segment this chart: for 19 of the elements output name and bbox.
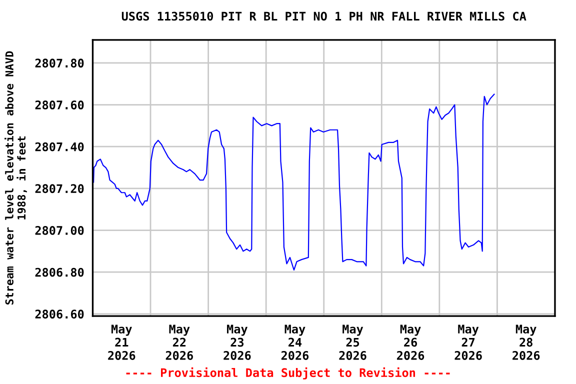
x-tick-label: May 21 2026 [108,324,136,360]
y-tick-label: 2807.00 [35,226,84,235]
y-tick-label: 2807.20 [35,184,84,194]
text: ---- Provisional Data Subject to Revision ---- [126,367,450,380]
chart-title: USGS 11355010 PIT R BL PIT NO 1 PH NR FALL RIVER MILLS CA [122,12,526,21]
y-tick-label: 2807.80 [35,58,84,68]
x-tick-label: May 22 2026 [166,324,193,360]
line-series [92,94,495,271]
y-tick-label: 2806.80 [35,268,84,277]
y-tick-label: 2807.60 [35,100,84,110]
y-tick-label: 2806.60 [35,310,84,319]
x-tick-label: May 27 2026 [454,324,482,360]
x-tick-label: May 26 2026 [396,324,424,360]
x-tick-label: May 23 2026 [224,324,251,360]
y-axis-title: Stream water level elevation above NAVD 1988, in feet [4,51,27,304]
x-tick-label: May 25 2026 [339,324,366,360]
x-tick-label: May 28 2026 [512,324,540,360]
y-tick-label: 2807.40 [35,142,84,152]
x-tick-label: May 24 2026 [281,324,309,360]
